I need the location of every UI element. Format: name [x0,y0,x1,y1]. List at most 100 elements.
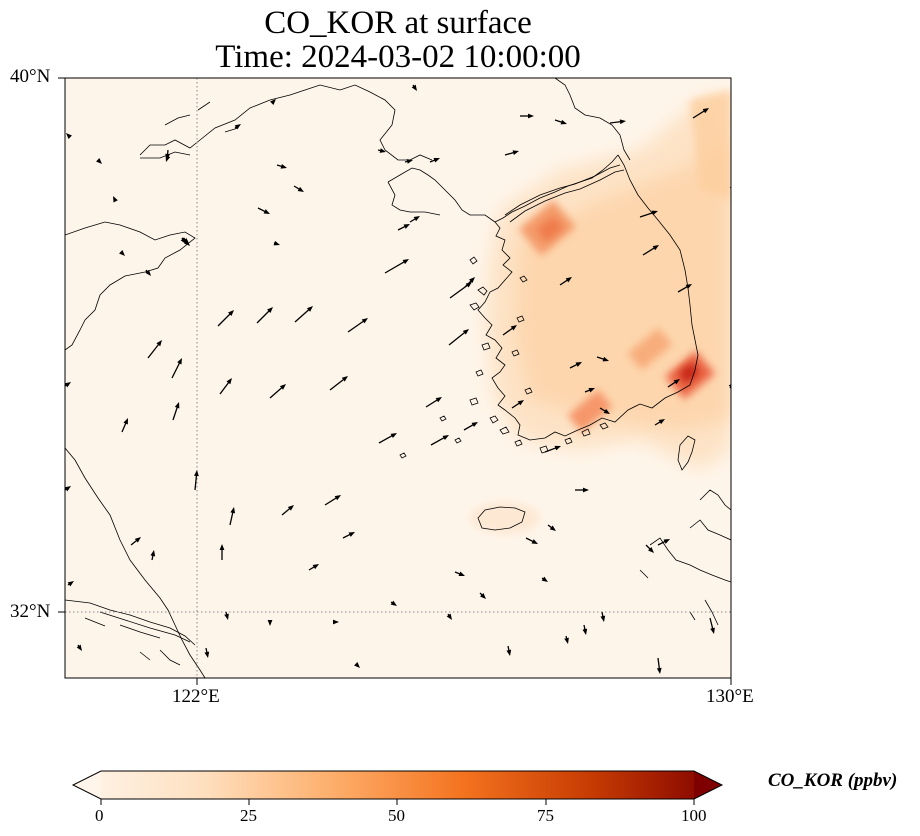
wind-vector-shaft [269,385,285,399]
wind-vector-head [517,400,524,406]
wind-vector-shaft [256,308,272,324]
wind-vector-head [226,378,232,385]
wind-vector-head [658,419,665,425]
wind-vector-head [648,547,654,553]
wind-vector-shaft [217,311,233,327]
wind-vector-head [600,615,606,622]
wind-vector-head [442,435,449,441]
wind-vector-head [280,163,287,169]
wind-vector-head [96,158,102,164]
wind-vector-head [279,384,286,390]
wind-vector-head [413,216,420,222]
wind-vector-head [582,628,588,635]
wind-vector-head [435,397,442,403]
wind-vector-head [123,418,128,425]
map-title: CO_KOR at surface Time: 2024-03-02 10:00… [65,6,731,74]
wind-vector-shaft [347,319,366,333]
colorbar-tick-25: 25 [240,806,257,825]
wind-vector-head [560,119,567,125]
wind-vector-head [76,644,82,651]
wind-vector-head [446,613,452,620]
wind-vector-head [471,422,478,428]
wind-vector-head [685,284,692,290]
wind-vector-head [663,539,670,544]
coastlines [65,78,731,678]
wind-vector-head [165,155,171,162]
map-frame [64,77,732,679]
wind-vector-head [390,600,397,606]
wind-vector-head [184,240,190,246]
wind-vector-shaft [294,307,312,323]
wind-vector-head [565,277,572,283]
wind-vector-head [267,620,273,626]
wind-vector-head [528,113,534,119]
wind-vector-head [306,306,313,312]
lon-tick-130e: 130°E [706,686,754,707]
wind-vector-head [402,259,409,265]
wind-vector-head [273,240,280,246]
wind-vector-head [361,318,368,324]
wind-vector-head [156,340,162,347]
wind-vector-head [145,269,151,276]
wind-vector-head [710,627,715,634]
wind-vector-head [531,539,538,544]
wind-vector-head [652,245,659,251]
wind-vector-head [341,376,348,382]
wind-vector-shaft [448,330,468,346]
wind-vector-head [656,667,662,674]
axis-ticks [58,77,732,685]
wind-vector-head [702,108,709,114]
wind-vector-head [180,237,186,244]
lat-tick-40n: 40°N [10,66,51,87]
colorbar-tick-100: 100 [681,806,707,825]
wind-vector-head [312,564,319,570]
wind-vector-head [113,196,118,203]
wind-vector-head [541,576,548,582]
colorbar [71,770,724,805]
wind-vector-head [134,537,141,543]
wind-vector-head [150,550,156,557]
map-panel [65,78,731,678]
wind-vector-head [549,525,556,531]
wind-vector-head [583,487,589,493]
wind-vector-head [177,358,182,365]
wind-vector-head [469,277,475,283]
wind-vector-shaft [384,259,407,274]
wind-vector-head [333,619,339,625]
wind-vector-head [462,329,469,335]
wind-vector-head [67,581,74,587]
wind-vector-head [506,649,512,656]
wind-vector-head [234,124,241,130]
wind-vector-head [224,613,229,620]
wind-vector-head [512,150,519,155]
wind-vector-shaft [329,377,347,391]
wind-vector-head [334,495,341,501]
gridlines [65,78,731,678]
colorbar-label: CO_KOR (ppbv) [768,770,898,791]
wind-vector-head [348,532,355,537]
wind-vector-head [651,210,658,216]
wind-vector-head [588,388,595,393]
wind-vector-head [354,662,360,668]
wind-vector-head [219,544,225,550]
wind-vector-head [433,158,440,163]
wind-vector-head [406,159,413,164]
wind-vector-head [263,209,270,214]
title-line-1: CO_KOR at surface [264,5,532,41]
wind-vector-head [728,384,731,388]
colorbar-tick-50: 50 [388,806,405,825]
wind-vector-head [119,250,125,256]
wind-vector-shaft [147,341,161,359]
wind-vector-head [510,325,517,331]
wind-vector-shaft [171,360,182,379]
wind-vector-head [390,433,397,439]
wind-vector-head [204,651,210,658]
wind-vector-head [267,307,273,313]
wind-vector-head [230,507,236,514]
wind-vector-head [297,186,304,192]
wind-vector-head [554,445,561,451]
wind-vector-head [194,470,199,477]
wind-vector-head [403,224,410,229]
wind-vector-head [65,382,71,388]
